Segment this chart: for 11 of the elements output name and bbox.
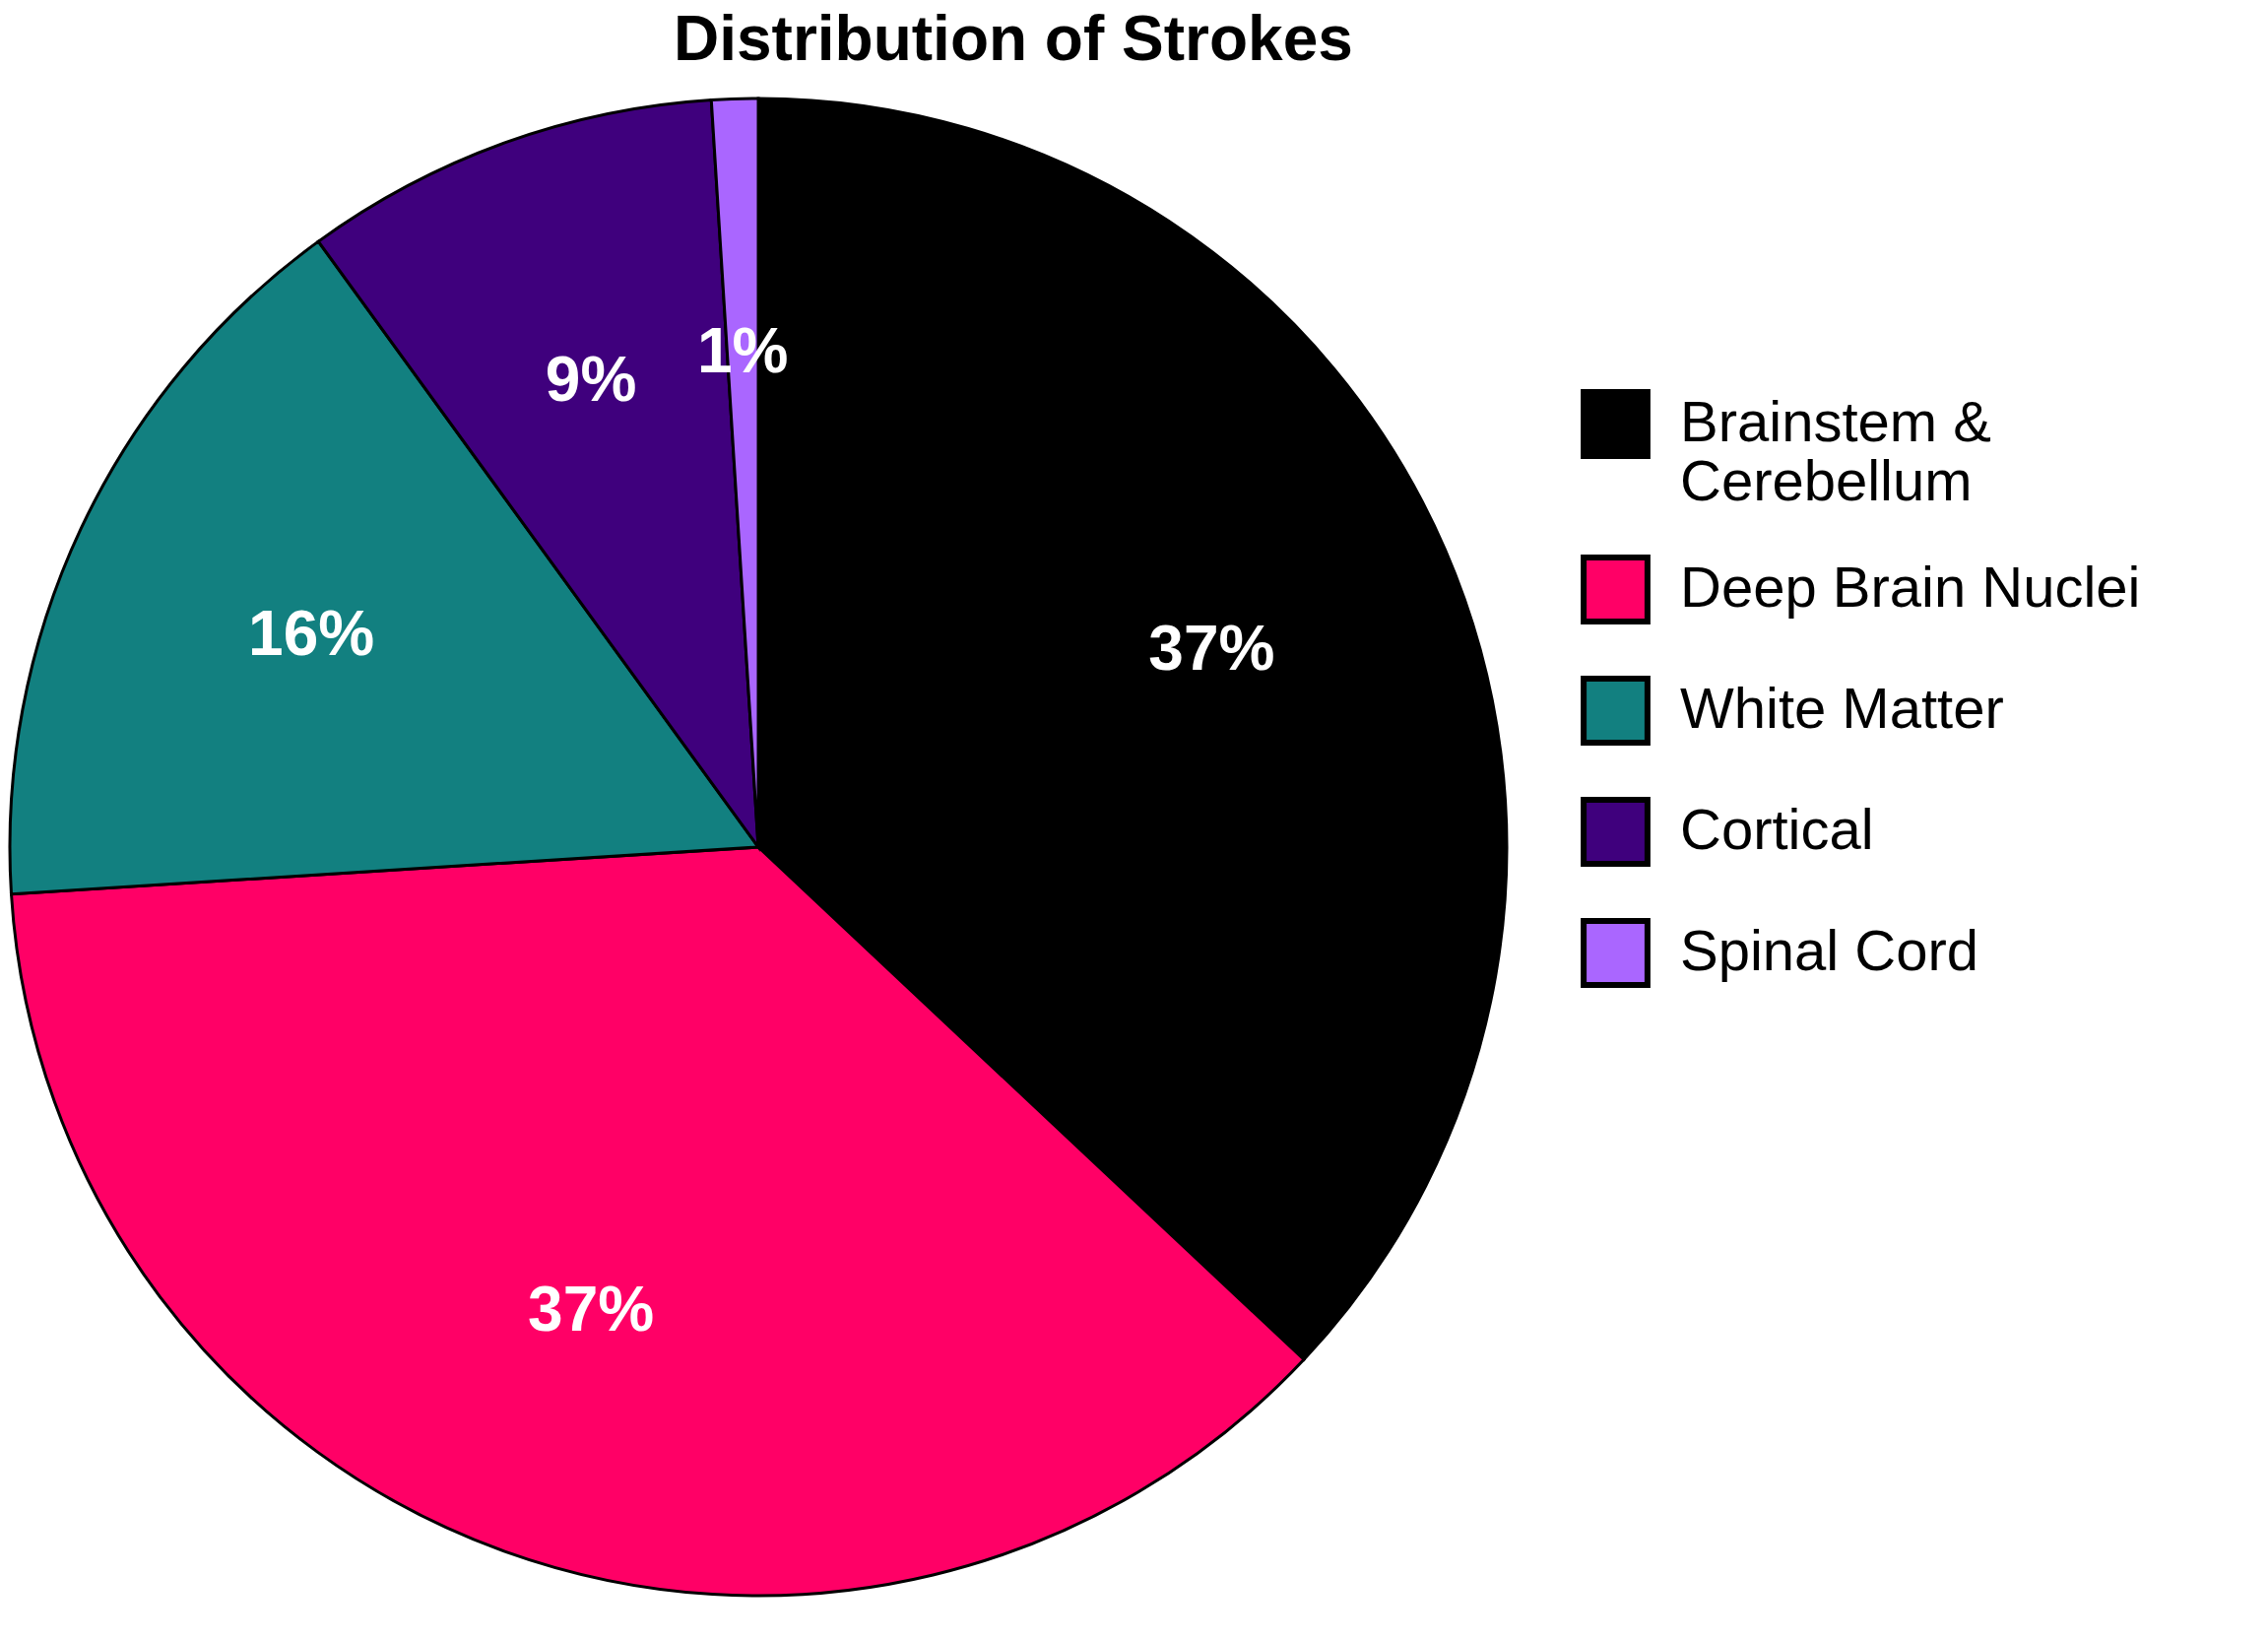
legend-label: Deep Brain Nuclei bbox=[1680, 554, 2141, 619]
data-label: 1% bbox=[696, 314, 789, 386]
data-label: 37% bbox=[1148, 612, 1275, 684]
legend-label: White Matter bbox=[1680, 675, 2004, 740]
data-label: 16% bbox=[248, 598, 375, 670]
chart-title: Distribution of Strokes bbox=[674, 3, 1353, 74]
legend-label: Brainstem & Cerebellum bbox=[1680, 388, 1991, 512]
data-label: 9% bbox=[545, 344, 637, 416]
legend-label: Cortical bbox=[1680, 796, 1874, 861]
data-label: 37% bbox=[528, 1273, 655, 1345]
legend-label: Spinal Cord bbox=[1680, 917, 1979, 982]
